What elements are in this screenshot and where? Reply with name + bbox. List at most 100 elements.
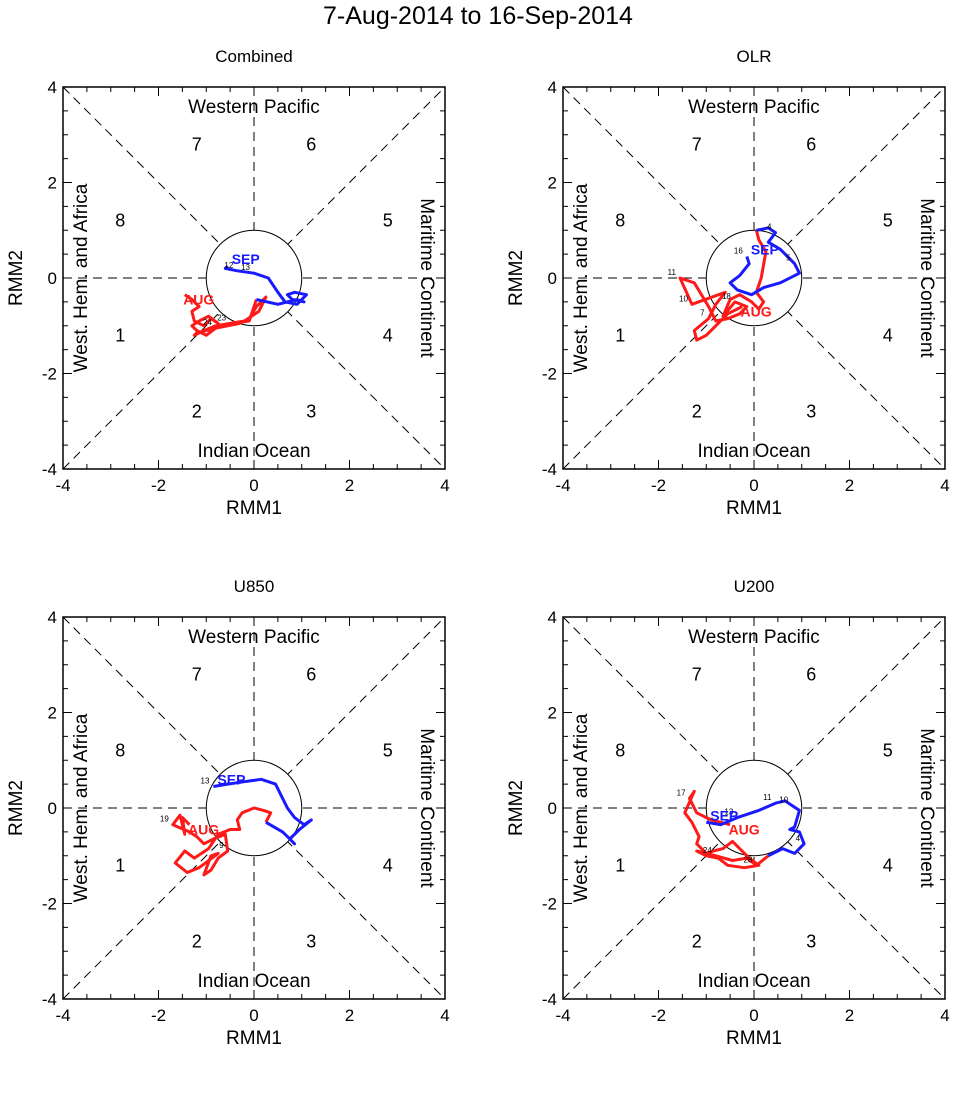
phase-label-4: 4 <box>383 325 393 345</box>
region-label-top: Western Pacific <box>688 97 820 118</box>
series-line-sep <box>223 265 308 306</box>
region-label-bottom: Indian Ocean <box>697 971 810 992</box>
month-label-sep: SEP <box>217 772 245 788</box>
y-axis-label: RMM2 <box>506 250 527 306</box>
phase-label-8: 8 <box>115 741 125 761</box>
phase-label-1: 1 <box>615 325 625 345</box>
phase-label-5: 5 <box>883 741 893 761</box>
series-line-aug <box>683 789 770 870</box>
month-label-sep: SEP <box>232 251 260 267</box>
y-axis-label: RMM2 <box>6 250 27 306</box>
region-label-right: Maritime Continent <box>416 728 437 888</box>
series-line-sep <box>728 226 801 297</box>
phase-label-2: 2 <box>192 932 202 952</box>
y-axis-label: RMM2 <box>506 780 527 836</box>
day-label: 23 <box>217 313 226 322</box>
y-axis-label: RMM2 <box>6 780 27 836</box>
month-label-aug: AUG <box>183 292 214 308</box>
y-tick-label: 2 <box>548 174 557 193</box>
phase-label-3: 3 <box>806 402 816 422</box>
phase-label-8: 8 <box>615 211 625 231</box>
x-tick-label: -4 <box>555 476 570 495</box>
y-tick-label: -2 <box>542 365 557 384</box>
phase-label-5: 5 <box>383 211 393 231</box>
phase-label-2: 2 <box>192 402 202 422</box>
y-tick-label: 2 <box>48 174 57 193</box>
unit-circle <box>205 229 303 327</box>
x-tick-label: 4 <box>440 1006 449 1025</box>
day-label: 12 <box>224 261 233 270</box>
day-label: 10 <box>779 796 788 805</box>
panel-title: U850 <box>234 577 275 596</box>
olr-phase-diagram: OLR -4 -2 0 2 4 -4 -2 0 2 4 RMM1 RMM2 Western Pacific… <box>506 47 950 519</box>
phase-label-6: 6 <box>306 664 316 684</box>
x-tick-label: 4 <box>940 1006 949 1025</box>
phase-label-6: 6 <box>806 134 816 154</box>
phase-label-4: 4 <box>883 855 893 875</box>
phase-label-5: 5 <box>383 741 393 761</box>
phase-label-1: 1 <box>615 855 625 875</box>
panel-title: Combined <box>215 47 293 66</box>
day-label: 24 <box>203 318 212 327</box>
y-tick-label: 4 <box>548 608 557 627</box>
x-axis-label: RMM1 <box>726 498 782 519</box>
region-label-left: West. Hem. and Africa <box>571 183 592 372</box>
day-label: 9 <box>219 841 224 850</box>
phase-label-2: 2 <box>692 932 702 952</box>
month-label-aug: AUG <box>741 304 772 320</box>
y-tick-label: -4 <box>42 990 57 1009</box>
phase-label-5: 5 <box>883 211 893 231</box>
series-line-sep <box>706 799 806 858</box>
x-tick-label: -4 <box>555 1006 570 1025</box>
phase-label-1: 1 <box>115 325 125 345</box>
y-tick-label: -2 <box>542 895 557 914</box>
region-label-top: Western Pacific <box>688 627 820 648</box>
phase-label-7: 7 <box>692 664 702 684</box>
day-label: 16 <box>734 247 743 256</box>
y-tick-label: 0 <box>48 269 57 288</box>
x-tick-label: 2 <box>845 476 854 495</box>
phase-label-7: 7 <box>192 134 202 154</box>
day-label: 17 <box>677 788 686 797</box>
day-label: 4 <box>767 223 772 232</box>
x-axis-label: RMM1 <box>226 498 282 519</box>
phase-label-2: 2 <box>692 402 702 422</box>
day-label: 28 <box>743 855 752 864</box>
series-line-aug <box>678 229 768 342</box>
region-label-right: Maritime Continent <box>916 728 937 888</box>
region-label-right: Maritime Continent <box>416 198 437 358</box>
series-line-aug <box>171 806 273 877</box>
day-label: 5 <box>786 254 791 263</box>
x-tick-label: 2 <box>345 476 354 495</box>
x-tick-label: -2 <box>151 1006 166 1025</box>
y-tick-label: 2 <box>548 704 557 723</box>
y-tick-label: -4 <box>42 460 57 479</box>
y-tick-label: 0 <box>548 799 557 818</box>
phase-label-7: 7 <box>192 664 202 684</box>
x-tick-label: 2 <box>345 1006 354 1025</box>
phase-label-8: 8 <box>615 741 625 761</box>
phase-label-1: 1 <box>115 855 125 875</box>
phase-label-3: 3 <box>806 932 816 952</box>
region-label-bottom: Indian Ocean <box>197 441 310 462</box>
day-label: 13 <box>241 263 250 272</box>
x-tick-label: -4 <box>55 1006 70 1025</box>
y-tick-label: 0 <box>548 269 557 288</box>
y-tick-label: -4 <box>542 460 557 479</box>
y-tick-label: 2 <box>48 704 57 723</box>
month-label-aug: AUG <box>188 822 219 838</box>
x-tick-label: 0 <box>749 1006 758 1025</box>
region-label-bottom: Indian Ocean <box>197 971 310 992</box>
y-tick-label: -2 <box>42 365 57 384</box>
phase-label-7: 7 <box>692 134 702 154</box>
x-tick-label: 4 <box>440 476 449 495</box>
region-label-left: West. Hem. and Africa <box>71 713 92 902</box>
panel-title: U200 <box>734 577 775 596</box>
panel-title: OLR <box>737 47 772 66</box>
phase-label-6: 6 <box>306 134 316 154</box>
day-label: 18 <box>722 292 731 301</box>
day-label: 24 <box>703 846 712 855</box>
month-label-sep: SEP <box>751 242 779 258</box>
